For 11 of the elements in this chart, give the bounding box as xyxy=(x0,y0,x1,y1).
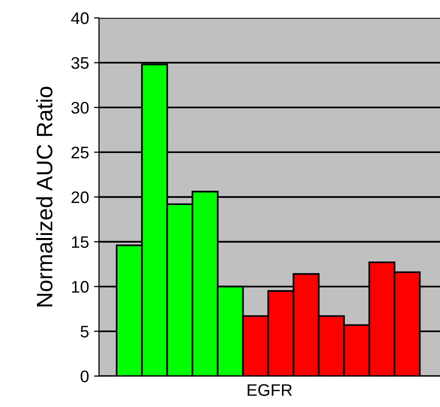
y-tick-label: 5 xyxy=(80,326,89,338)
x-axis-title: EGFR xyxy=(248,384,292,396)
y-tick-label: 40 xyxy=(71,12,89,24)
y-tick-label: 10 xyxy=(72,280,89,293)
y-tick-label: 0 xyxy=(80,370,89,382)
y-axis-title: Normalized AUC Ratio xyxy=(36,86,52,306)
y-tick-label: 20 xyxy=(72,191,89,204)
y-tick-label: 15 xyxy=(72,236,89,248)
y-tick-label: 25 xyxy=(72,146,89,158)
y-tick-label: 30 xyxy=(71,102,89,114)
y-tick-label: 35 xyxy=(71,57,89,69)
